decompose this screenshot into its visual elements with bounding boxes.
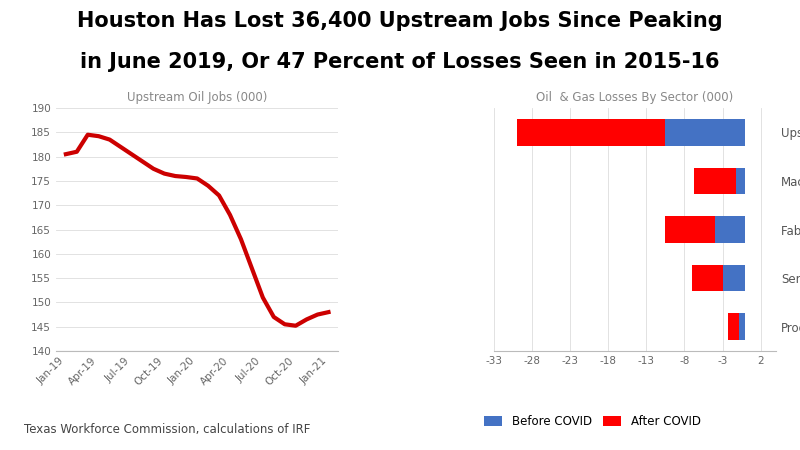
Title: Upstream Oil Jobs (000): Upstream Oil Jobs (000) (127, 91, 267, 104)
Bar (694, 167, 735, 194)
Title: Oil  & Gas Losses By Sector (000): Oil & Gas Losses By Sector (000) (536, 91, 734, 104)
Bar (735, 167, 746, 194)
Bar (517, 119, 665, 146)
Bar (715, 216, 746, 243)
Legend: Before COVID, After COVID: Before COVID, After COVID (480, 410, 706, 433)
Text: Texas Workforce Commission, calculations of IRF: Texas Workforce Commission, calculations… (24, 423, 310, 436)
Bar (665, 119, 746, 146)
Text: in June 2019, Or 47 Percent of Losses Seen in 2015-16: in June 2019, Or 47 Percent of Losses Se… (80, 52, 720, 72)
Bar (739, 313, 746, 340)
Text: Houston Has Lost 36,400 Upstream Jobs Since Peaking: Houston Has Lost 36,400 Upstream Jobs Si… (77, 11, 723, 31)
Bar (666, 216, 715, 243)
Bar (728, 313, 739, 340)
Bar (692, 265, 722, 292)
Bar (722, 265, 746, 292)
